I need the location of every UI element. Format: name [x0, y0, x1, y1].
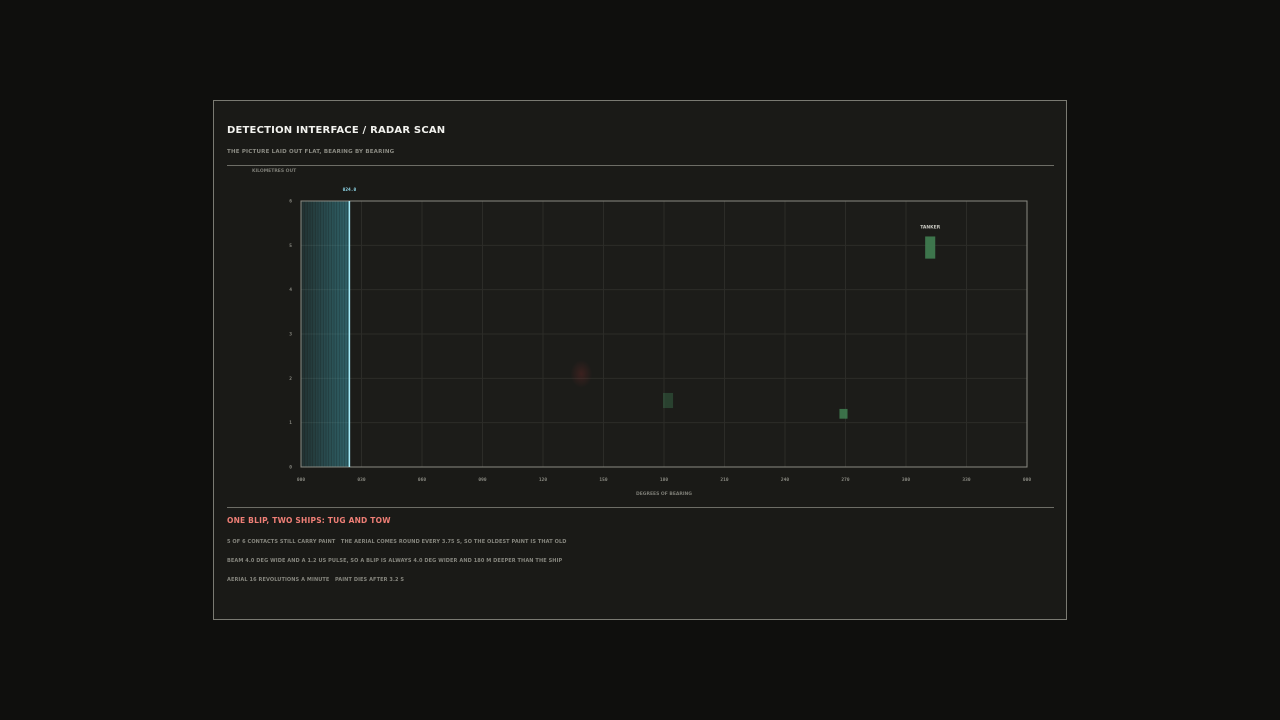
- note-beam: BEAM 4.0 DEG WIDE AND A 1.2 US PULSE, SO…: [227, 558, 563, 564]
- x-ticks: 000 030 060 090 120 150 180 210 240 270 300 330 000: [297, 477, 1031, 483]
- y-tick-label: 2: [289, 376, 292, 382]
- x-tick-label: 060: [418, 477, 426, 483]
- y-tick-label: 4: [289, 287, 292, 293]
- radar-panel: DETECTION INTERFACE / RADAR SCAN THE PIC…: [213, 100, 1067, 620]
- y-ticks: 0 1 2 3 4 5 6: [289, 199, 292, 471]
- note-aerial: AERIAL 16 REVOLUTIONS A MINUTE PAINT DIE…: [227, 577, 405, 583]
- note-paint: 5 OF 6 CONTACTS STILL CARRY PAINT THE AE…: [227, 539, 567, 545]
- x-tick-label: 300: [902, 477, 910, 483]
- x-tick-label: 180: [660, 477, 668, 483]
- x-tick-label: 240: [781, 477, 789, 483]
- sweep-trail-fill: [301, 201, 350, 467]
- sweep-trail: [301, 201, 350, 467]
- x-tick-label: 090: [478, 477, 486, 483]
- x-tick-label: 330: [962, 477, 970, 483]
- radar-chart: TANKER 024.0 000 030 060 090 120 150 180 210 240…: [289, 187, 1031, 483]
- y-tick-label: 1: [289, 420, 292, 426]
- y-tick-label: 5: [289, 243, 292, 249]
- x-axis-label: DEGREES OF BEARING: [636, 492, 692, 497]
- y-tick-label: 3: [289, 332, 292, 338]
- contact-blip: [839, 408, 848, 419]
- plot-frame: [300, 200, 1028, 468]
- footer-heading: ONE BLIP, TWO SHIPS: TUG AND TOW: [227, 516, 391, 525]
- divider-top: [227, 165, 1054, 166]
- contact-fading-blip: [570, 359, 593, 388]
- x-tick-label: 120: [539, 477, 547, 483]
- y-tick-label: 0: [289, 465, 292, 471]
- divider-bottom: [227, 507, 1054, 508]
- y-axis-label: KILOMETRES OUT: [252, 169, 297, 174]
- x-tick-label: 210: [720, 477, 728, 483]
- x-tick-label: 270: [841, 477, 849, 483]
- x-tick-label: 030: [357, 477, 365, 483]
- contacts: TANKER: [570, 224, 941, 419]
- page-title: DETECTION INTERFACE / RADAR SCAN: [227, 125, 446, 136]
- grid: [301, 201, 1027, 467]
- contact-blip: [925, 236, 936, 259]
- contact-label: TANKER: [920, 224, 941, 230]
- y-tick-label: 6: [289, 199, 292, 205]
- sweep-bearing-label: 024.0: [343, 187, 357, 193]
- contact-blip: [662, 392, 674, 409]
- x-tick-label: 000: [1023, 477, 1031, 483]
- x-tick-label: 000: [297, 477, 305, 483]
- x-tick-label: 150: [599, 477, 607, 483]
- page-subtitle: THE PICTURE LAID OUT FLAT, BEARING BY BE…: [227, 149, 395, 155]
- sweep-line-group: 024.0: [343, 187, 357, 467]
